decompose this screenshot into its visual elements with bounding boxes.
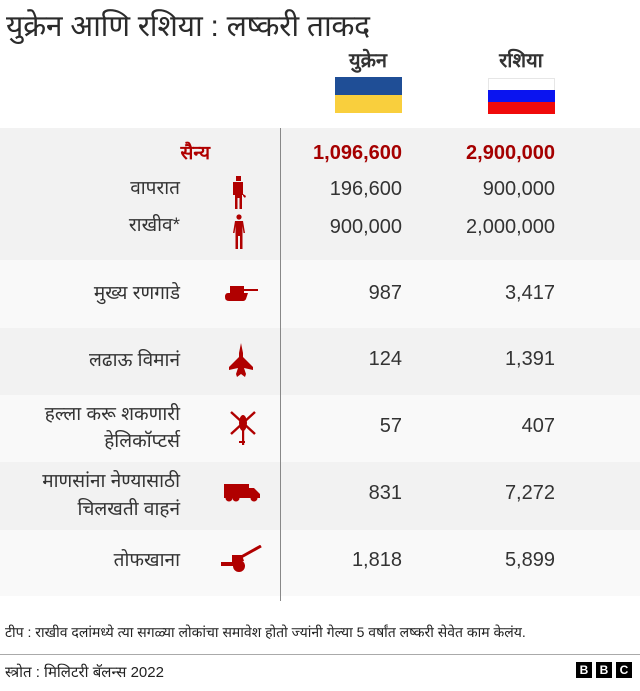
russia-troops-value: 2,900,000 [466, 142, 555, 164]
comparison-table [0, 128, 640, 596]
bbc-logo-letter: B [576, 662, 592, 678]
column-divider [280, 128, 281, 601]
row-label-troops: सैन्य [180, 143, 210, 164]
source-label: स्त्रोत : मिलिटरी बॅलन्स 2022 [5, 664, 164, 681]
russia-active-value: 900,000 [482, 178, 555, 200]
russia-tanks-value: 3,417 [504, 282, 555, 304]
russia-helicopters-value: 407 [521, 415, 555, 437]
helicopter-icon [230, 411, 256, 445]
row-label-tanks: मुख्य रणगाडे [93, 283, 180, 304]
row-label-vehicles-line1: माणसांना नेण्यासाठी [42, 471, 180, 492]
footer-divider [0, 654, 640, 655]
ukraine-vehicles-value: 831 [368, 482, 402, 504]
ukraine-tanks-value: 987 [368, 282, 402, 304]
artillery-icon [221, 545, 262, 572]
russia-jets-value: 1,391 [504, 348, 555, 370]
row-label-artillery: तोफखाना [113, 550, 180, 571]
ukraine-active-value: 196,600 [329, 178, 402, 200]
russia-artillery-value: 5,899 [504, 549, 555, 571]
row-label-reserve: राखीव* [128, 215, 180, 236]
footnote: टीप : राखीव दलांमध्ये त्या सगळ्या लोकांच… [5, 624, 526, 640]
row-band-helicopters [0, 395, 640, 462]
row-label-helicopters-line1: हल्ला करू शकणारी [44, 404, 180, 425]
column-header-ukraine: युक्रेन [348, 50, 388, 72]
bbc-logo-letter: B [596, 662, 612, 678]
tank-icon [225, 286, 258, 301]
row-band-artillery [0, 530, 640, 596]
armoured-vehicle-icon [224, 484, 260, 502]
row-band-jets [0, 328, 640, 395]
person-icon [233, 214, 245, 249]
ukraine-jets-value: 124 [368, 348, 402, 370]
ukraine-helicopters-value: 57 [379, 415, 402, 437]
ukraine-reserve-value: 900,000 [329, 216, 402, 238]
column-header-russia: रशिया [499, 50, 543, 72]
russia-flag-icon [488, 78, 555, 114]
row-band-tanks [0, 260, 640, 328]
ukraine-troops-value: 1,096,600 [313, 142, 402, 164]
row-band-vehicles [0, 462, 640, 530]
ukraine-artillery-value: 1,818 [351, 549, 402, 571]
row-label-active: वापरात [130, 178, 180, 199]
row-label-helicopters-line2: हेलिकॉप्टर्स [104, 431, 180, 452]
bbc-logo-letter: C [616, 662, 632, 678]
soldier-icon [233, 176, 246, 209]
row-label-fighter-jets: लढाऊ विमानं [88, 350, 180, 371]
bbc-logo: B B C [576, 662, 632, 678]
ukraine-flag-icon [335, 77, 402, 113]
russia-vehicles-value: 7,272 [504, 482, 555, 504]
page-title: युक्रेन आणि रशिया : लष्करी ताकद [6, 10, 370, 43]
russia-reserve-value: 2,000,000 [466, 216, 555, 238]
row-label-vehicles-line2: चिलखती वाहनं [77, 499, 180, 520]
row-band-personnel [0, 128, 640, 260]
fighter-jet-icon [229, 343, 253, 377]
